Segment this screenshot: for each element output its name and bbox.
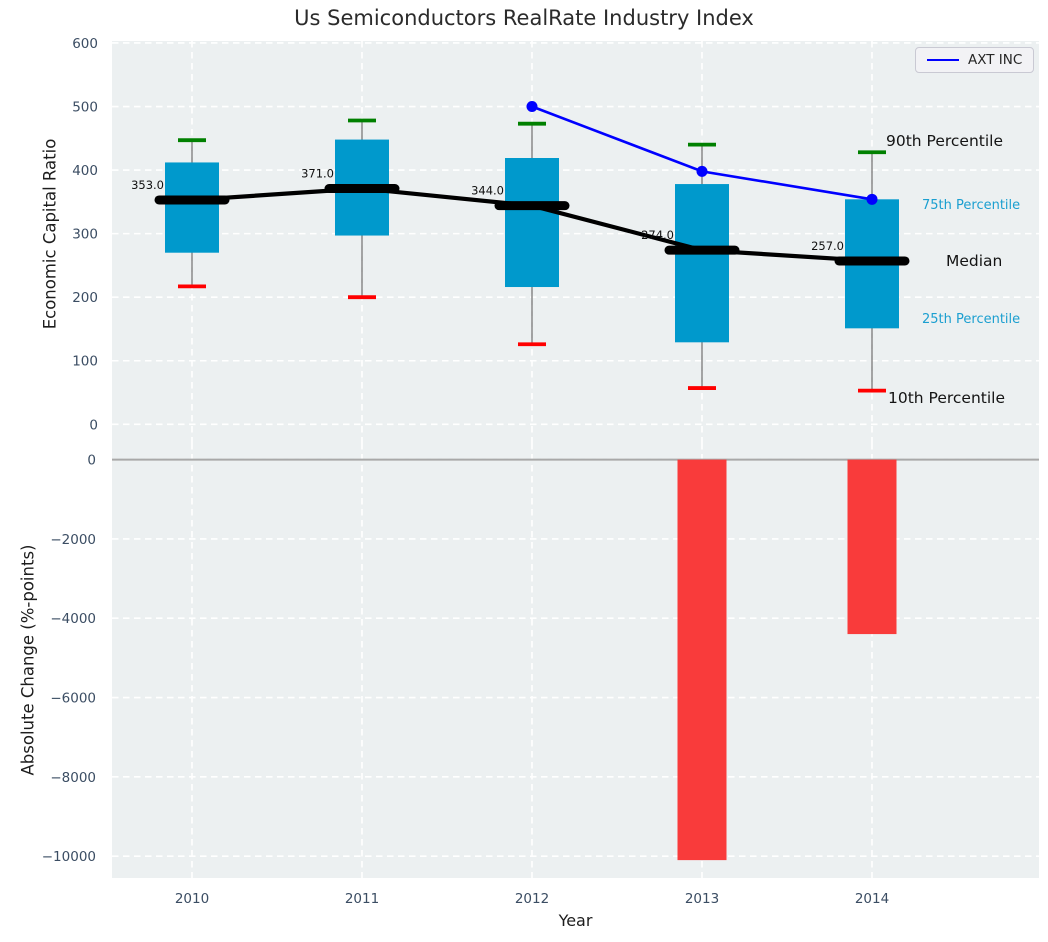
median-value-label: 274.0 [641,228,674,242]
median-value-label: 371.0 [301,167,334,181]
top-y-axis-label: Economic Capital Ratio [40,138,60,330]
iqr-box [505,158,559,288]
change-bar [677,459,727,861]
x-tick-label: 2014 [855,891,889,907]
x-tick-label: 2011 [345,891,379,907]
bottom-y-tick-label: −10000 [42,849,96,865]
x-axis-label: Year [558,911,593,930]
bottom-panel-bg [112,443,1039,878]
bottom-y-tick-label: −8000 [50,770,96,786]
top-y-tick-label: 600 [72,36,98,52]
chart-title: Us Semiconductors RealRate Industry Inde… [294,6,754,30]
annotation-90th-percentile: 90th Percentile [886,132,1004,150]
axt-point [696,165,708,177]
top-panel-bg [112,41,1039,443]
bottom-y-tick-label: −4000 [50,611,96,627]
bottom-y-axis-label: Absolute Change (%-points) [18,544,38,776]
bottom-y-tick-label: −2000 [50,532,96,548]
legend-label: AXT INC [968,52,1023,68]
bottom-y-tick-label: 0 [87,453,96,469]
top-y-tick-label: 300 [72,227,98,243]
median-value-label: 344.0 [471,184,504,198]
top-y-tick-label: 400 [72,163,98,179]
x-tick-label: 2010 [175,891,209,907]
top-y-tick-label: 100 [72,354,98,370]
annotation-median: Median [946,252,1003,270]
iqr-box [675,184,729,343]
top-y-tick-label: 500 [72,100,98,116]
annotation-10th-percentile: 10th Percentile [888,389,1006,407]
x-tick-label: 2012 [515,891,549,907]
axt-point [526,101,538,113]
change-bar [847,459,897,635]
x-tick-label: 2013 [685,891,719,907]
axt-point [866,193,878,205]
legend-line-sample [927,59,959,61]
annotation-25th-percentile: 25th Percentile [922,312,1021,327]
median-value-label: 257.0 [811,239,844,253]
bottom-y-tick-label: −6000 [50,691,96,707]
top-y-tick-label: 200 [72,290,98,306]
annotation-75th-percentile: 75th Percentile [922,198,1021,213]
top-y-tick-label: 0 [89,417,98,433]
legend: AXT INC [915,47,1035,73]
iqr-box [165,162,219,253]
median-value-label: 353.0 [131,178,164,192]
